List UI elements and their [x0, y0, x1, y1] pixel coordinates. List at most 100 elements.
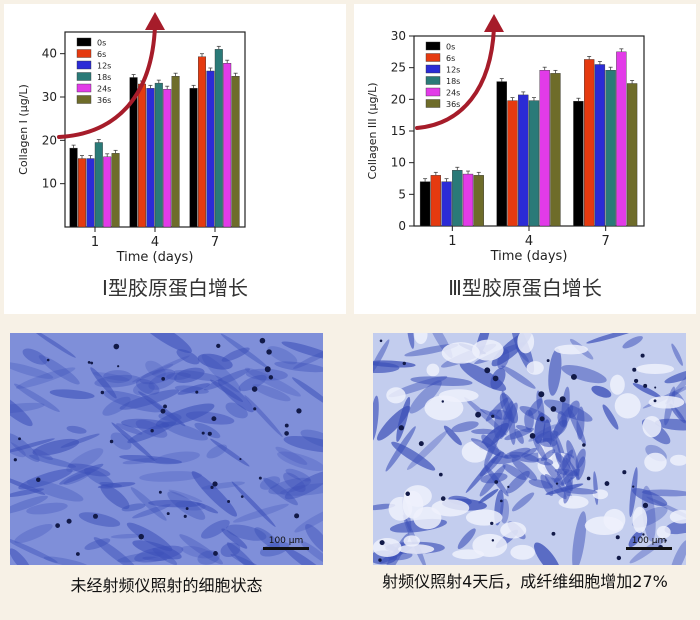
legend-label: 24s	[97, 85, 111, 94]
cell	[481, 434, 501, 456]
cell	[221, 528, 248, 549]
cell	[59, 463, 104, 485]
nucleus-dot	[210, 485, 214, 489]
nucleus-dot	[378, 558, 382, 562]
legend-label: 24s	[446, 89, 460, 98]
cell	[49, 389, 95, 399]
cell	[93, 537, 138, 565]
nucleus-dot	[438, 472, 443, 477]
cell	[191, 471, 237, 517]
y-axis-label: Collagen III (μg/L)	[366, 82, 379, 179]
cell	[60, 433, 100, 448]
cell	[233, 503, 289, 523]
growth-arrow-head	[145, 12, 165, 30]
cell	[26, 502, 68, 515]
cell	[32, 333, 76, 358]
bar	[473, 175, 484, 227]
bar	[171, 75, 180, 228]
cell	[174, 367, 205, 383]
nucleus-dot	[251, 386, 258, 392]
cell	[284, 547, 323, 565]
cell	[84, 538, 111, 550]
bar	[528, 100, 540, 227]
nucleus-dot	[90, 361, 94, 365]
cell-gap	[656, 525, 671, 539]
cell	[226, 524, 267, 541]
bar	[111, 153, 120, 228]
cell	[664, 518, 686, 535]
nucleus-dot	[284, 423, 289, 428]
cell	[90, 367, 117, 399]
nucleus-dot	[294, 513, 300, 519]
cell	[622, 336, 643, 349]
collagen-iii-chart-panel: 0 5 10 15 20 25 30 Collagen III (μg/L) 1 4 7 Time (…	[354, 4, 696, 314]
cell	[670, 540, 686, 565]
cell	[16, 367, 76, 389]
cell	[561, 364, 607, 384]
legend-label: 18s	[97, 73, 111, 82]
cell	[10, 495, 48, 515]
cell	[521, 447, 537, 458]
cell	[126, 522, 173, 552]
cell	[544, 461, 565, 487]
cell	[533, 542, 561, 565]
nucleus-dot	[258, 476, 262, 480]
micrograph-treated-caption: 射频仪照射4天后，成纤维细胞增加27%	[382, 572, 668, 591]
bar	[146, 88, 155, 228]
bar	[430, 175, 442, 227]
nucleus-dot	[211, 416, 217, 422]
cell	[267, 346, 298, 365]
bar	[189, 88, 198, 228]
nucleus-dot	[405, 491, 411, 497]
cell	[145, 360, 166, 378]
legend-label: 12s	[446, 66, 460, 75]
legend-swatch	[76, 60, 92, 70]
nucleus-dot	[492, 375, 499, 382]
bar	[419, 181, 431, 227]
nucleus-dot	[259, 337, 266, 344]
nucleus-dot	[266, 349, 272, 355]
cell-gap	[426, 363, 440, 377]
cell	[133, 382, 155, 396]
micrograph-untreated-image: 100 μm	[10, 333, 323, 565]
cell	[632, 383, 662, 399]
cell	[501, 365, 536, 389]
cell	[97, 482, 136, 489]
bar	[103, 156, 112, 228]
scale-bar-label: 100 μm	[632, 536, 667, 546]
nucleus-dot	[207, 431, 212, 436]
nucleus-dot	[634, 378, 639, 384]
bar	[77, 158, 86, 228]
cell	[300, 540, 323, 565]
y-tick-label: 25	[391, 61, 406, 75]
cell	[373, 503, 396, 511]
bar	[583, 59, 595, 227]
cell	[274, 361, 323, 373]
cell-gap	[510, 544, 535, 560]
x-axis-label: Time (days)	[116, 250, 194, 265]
nucleus-dot	[239, 458, 242, 461]
nucleus-dot	[92, 513, 98, 519]
cell	[181, 545, 214, 559]
nucleus-dot	[36, 477, 41, 482]
legend-swatch	[425, 53, 441, 62]
growth-arrow	[415, 26, 496, 130]
cell	[576, 406, 585, 440]
cell	[132, 504, 171, 519]
cell-gap	[386, 387, 406, 404]
nucleus-dot	[55, 523, 60, 528]
nucleus-dot	[642, 533, 645, 536]
micrograph-untreated-caption: 未经射频仪照射的细胞状态	[70, 576, 263, 595]
nucleus-dot	[201, 431, 205, 435]
cell	[292, 377, 323, 408]
cell	[410, 376, 473, 386]
cell	[43, 556, 90, 565]
cell	[148, 499, 201, 508]
cell	[83, 467, 114, 488]
bar	[137, 83, 146, 228]
cell	[66, 425, 87, 434]
cell	[591, 385, 612, 398]
scale-bar-label: 100 μm	[269, 536, 304, 546]
cell-gap	[431, 499, 470, 517]
nucleus-dot	[46, 358, 50, 362]
